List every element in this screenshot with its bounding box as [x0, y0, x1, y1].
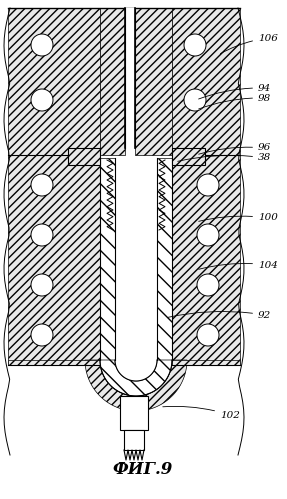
Text: 94: 94: [199, 83, 271, 99]
Polygon shape: [115, 158, 157, 360]
Circle shape: [197, 324, 219, 346]
Text: 96: 96: [199, 144, 271, 154]
Circle shape: [31, 174, 53, 196]
Text: 104: 104: [199, 260, 278, 269]
Polygon shape: [115, 158, 157, 381]
Circle shape: [31, 224, 53, 246]
Circle shape: [31, 324, 53, 346]
Polygon shape: [68, 148, 100, 165]
Polygon shape: [8, 8, 100, 155]
Polygon shape: [100, 360, 172, 396]
Text: ФИГ.9: ФИГ.9: [113, 462, 173, 479]
Circle shape: [31, 274, 53, 296]
Circle shape: [197, 274, 219, 296]
Polygon shape: [120, 396, 148, 430]
Text: 38: 38: [178, 154, 271, 163]
Text: 92: 92: [168, 310, 271, 319]
Circle shape: [184, 89, 206, 111]
Polygon shape: [124, 430, 144, 450]
Polygon shape: [172, 155, 240, 365]
Text: 100: 100: [199, 214, 278, 223]
Polygon shape: [100, 158, 115, 360]
Polygon shape: [125, 8, 135, 148]
Circle shape: [197, 174, 219, 196]
Circle shape: [197, 224, 219, 246]
Text: 106: 106: [220, 33, 278, 53]
Polygon shape: [172, 360, 240, 365]
Polygon shape: [172, 148, 205, 165]
Polygon shape: [8, 155, 100, 365]
Circle shape: [31, 89, 53, 111]
Polygon shape: [100, 8, 125, 155]
Polygon shape: [8, 360, 100, 365]
Circle shape: [184, 34, 206, 56]
Text: 98: 98: [199, 93, 271, 109]
Circle shape: [31, 34, 53, 56]
Text: 102: 102: [163, 406, 240, 420]
Polygon shape: [85, 360, 187, 411]
Polygon shape: [157, 158, 172, 360]
Polygon shape: [172, 8, 240, 155]
Polygon shape: [135, 8, 172, 155]
